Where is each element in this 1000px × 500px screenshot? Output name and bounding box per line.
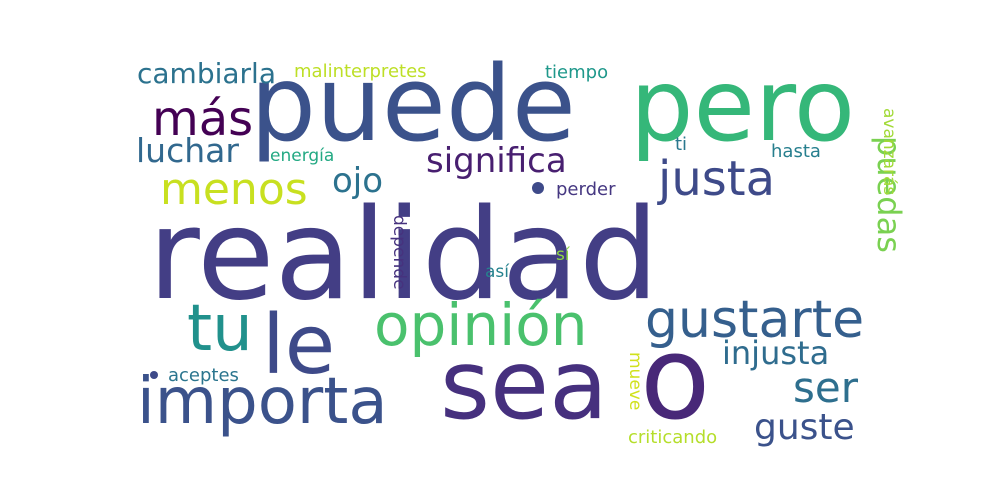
word-energia: energía (270, 146, 334, 166)
word-significa: significa (426, 141, 567, 181)
dot (532, 182, 544, 194)
word-perder: perder (556, 179, 616, 200)
word-criticando: criticando (628, 427, 717, 448)
word-hasta: hasta (771, 141, 821, 162)
word-mas: más (152, 91, 253, 147)
word-injusta: injusta (722, 334, 829, 372)
word-ti: ti (675, 134, 687, 155)
word-o: o (640, 312, 710, 446)
word-sea: sea (440, 329, 608, 441)
word-avanzaras: avanzarás (879, 108, 899, 195)
word-depende: depende (389, 215, 409, 290)
word-cambiarla: cambiarla (137, 57, 276, 90)
word-puedas: puedas (870, 136, 908, 253)
word-ojo: ojo (332, 161, 383, 201)
word-importa: importa (137, 365, 388, 439)
word-tiempo: tiempo (545, 62, 608, 83)
word-menos: menos (160, 164, 308, 215)
word-mueve: mueve (625, 352, 645, 410)
word-puede: puede (250, 43, 576, 165)
word-gustarte: gustarte (645, 290, 864, 350)
word-aceptes: aceptes (168, 365, 239, 386)
word-justa: justa (657, 151, 775, 207)
word-opinion: opinión (374, 291, 588, 359)
word-luchar: luchar (136, 131, 239, 170)
word-guste: guste (754, 407, 855, 448)
word-malinterpretes: malinterpretes (294, 61, 427, 82)
dot (150, 371, 158, 379)
word-asi: así (485, 262, 510, 282)
word-si: sí (556, 245, 571, 265)
word-pero: pero (630, 47, 855, 164)
word-realidad: realidad (148, 181, 659, 328)
word-le: le (262, 298, 335, 393)
word-tu: tu (187, 292, 253, 366)
word-ser: ser (793, 363, 859, 412)
